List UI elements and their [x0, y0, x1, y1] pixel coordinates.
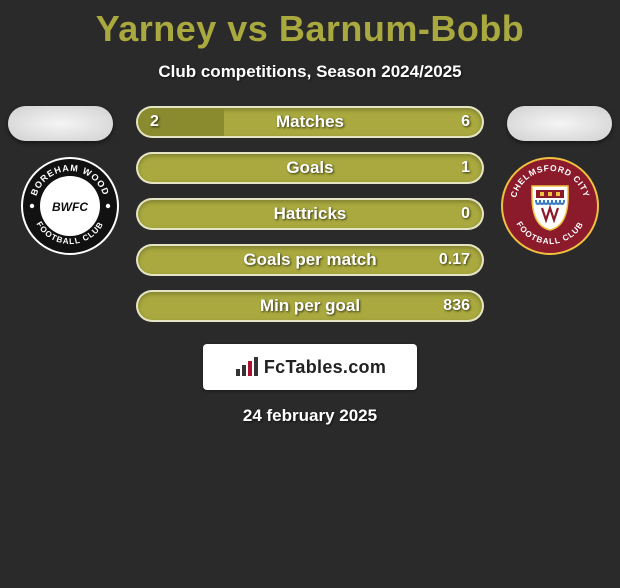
stat-value-right: 0 — [461, 200, 470, 228]
player-a-club-badge: BOREHAM WOOD FOOTBALL CLUB BWFC — [20, 156, 120, 256]
page-title: Yarney vs Barnum-Bobb — [0, 8, 620, 50]
stat-bar-goals-per-match: Goals per match 0.17 — [136, 244, 484, 276]
stat-label: Matches — [138, 108, 482, 136]
stat-bars: 2 Matches 6 Goals 1 Hattricks 0 Goals pe… — [136, 106, 484, 322]
svg-text:BWFC: BWFC — [52, 200, 88, 214]
stat-label: Goals — [138, 154, 482, 182]
stat-bar-hattricks: Hattricks 0 — [136, 198, 484, 230]
brand-text: FcTables.com — [264, 357, 386, 378]
stat-label: Hattricks — [138, 200, 482, 228]
player-b-club-badge: CHELMSFORD CITY FOOTBALL CLUB — [500, 156, 600, 256]
player-a-portrait — [8, 106, 113, 141]
bar-chart-icon — [234, 356, 260, 378]
stat-value-right: 1 — [461, 154, 470, 182]
stat-value-right: 0.17 — [439, 246, 470, 274]
stat-value-right: 836 — [443, 292, 470, 320]
stat-bar-matches: 2 Matches 6 — [136, 106, 484, 138]
page-subtitle: Club competitions, Season 2024/2025 — [0, 62, 620, 82]
stat-bar-min-per-goal: Min per goal 836 — [136, 290, 484, 322]
player-b-portrait — [507, 106, 612, 141]
stat-label: Goals per match — [138, 246, 482, 274]
comparison-date: 24 february 2025 — [0, 406, 620, 426]
stat-bar-goals: Goals 1 — [136, 152, 484, 184]
chelmsford-city-badge-icon: CHELMSFORD CITY FOOTBALL CLUB — [500, 156, 600, 256]
stat-label: Min per goal — [138, 292, 482, 320]
boreham-wood-badge-icon: BOREHAM WOOD FOOTBALL CLUB BWFC — [20, 156, 120, 256]
stat-value-right: 6 — [461, 108, 470, 136]
brand-logo[interactable]: FcTables.com — [203, 344, 417, 390]
comparison-content: BOREHAM WOOD FOOTBALL CLUB BWFC CHELMSFO… — [0, 106, 620, 426]
